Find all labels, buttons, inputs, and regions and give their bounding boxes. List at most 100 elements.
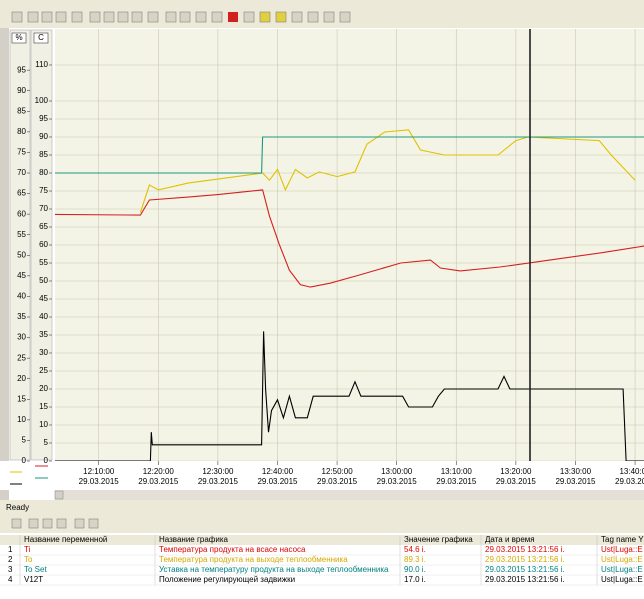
table-cell: Температура продукта на всасе насоса [159, 545, 306, 554]
column-header: Название переменной [24, 535, 107, 544]
y-tick-label: 10 [39, 420, 48, 429]
tool-button[interactable] [41, 11, 53, 23]
y2-tick-label: 35 [17, 312, 26, 321]
tool-button[interactable] [275, 11, 287, 23]
tool-button[interactable] [103, 11, 115, 23]
variable-name[interactable]: Ti [24, 545, 31, 554]
tool-button[interactable] [88, 518, 99, 529]
tool-button[interactable] [147, 11, 159, 23]
variable-name[interactable]: V12T [24, 575, 43, 584]
x-date-label: 29.03.2015 [138, 477, 179, 486]
tool-button[interactable] [179, 11, 191, 23]
tool-button[interactable] [243, 11, 255, 23]
tool-button[interactable] [55, 11, 67, 23]
tool-button[interactable] [74, 518, 85, 529]
y2-tick-label: 10 [17, 415, 26, 424]
tool-button[interactable] [11, 518, 22, 529]
tool-button[interactable] [228, 12, 238, 22]
axis-column [9, 29, 31, 461]
table-toolbar [0, 515, 644, 532]
y2-tick-label: 85 [17, 106, 26, 115]
y2-tick-label: 90 [17, 86, 26, 95]
y2-tick-label: 15 [17, 394, 26, 403]
y2-tick-label: 70 [17, 168, 26, 177]
x-date-label: 29.03.2015 [436, 477, 477, 486]
row-index: 3 [8, 565, 13, 574]
tool-button[interactable] [27, 11, 39, 23]
row-index: 4 [8, 575, 13, 584]
x-date-label: 29.03.2015 [377, 477, 418, 486]
table-cell: 17.0 i. [404, 575, 426, 584]
y-tick-label: 15 [39, 402, 48, 411]
axis-button[interactable] [33, 32, 49, 44]
tool-button[interactable] [291, 11, 303, 23]
y-tick-label: 40 [39, 312, 48, 321]
column-header: Название графика [159, 535, 229, 544]
y-tick-label: 65 [39, 222, 48, 231]
x-date-label: 29.03.2015 [317, 477, 358, 486]
tool-button[interactable] [28, 518, 39, 529]
tool-button[interactable] [339, 11, 351, 23]
tool-button[interactable] [131, 11, 143, 23]
y2-tick-label: 95 [17, 65, 26, 74]
x-tick-label: 12:20:00 [143, 467, 175, 476]
table-cell: 90.0 i. [404, 565, 426, 574]
axis-unit: C [38, 33, 44, 42]
scroll-button[interactable] [54, 490, 64, 500]
y-tick-label: 20 [39, 384, 48, 393]
y2-tick-label: 80 [17, 127, 26, 136]
y-tick-label: 5 [44, 438, 49, 447]
column-header: Tag name Y [601, 535, 644, 544]
y2-tick-label: 5 [22, 436, 27, 445]
status-text: Ready [6, 503, 29, 512]
x-tick-label: 13:30:00 [560, 467, 592, 476]
y-tick-label: 70 [39, 204, 48, 213]
x-tick-label: 13:10:00 [441, 467, 473, 476]
y2-tick-label: 65 [17, 189, 26, 198]
x-date-label: 29.03.2015 [79, 477, 120, 486]
tool-button[interactable] [117, 11, 129, 23]
axis-button[interactable] [11, 32, 27, 44]
tool-button[interactable] [211, 11, 223, 23]
tool-button[interactable] [89, 11, 101, 23]
table-cell: 29.03.2015 13:21:56 i. [485, 575, 565, 584]
y-tick-label: 0 [44, 456, 49, 465]
x-date-label: 29.03.2015 [615, 477, 644, 486]
axis-unit: % [15, 33, 22, 42]
tool-button[interactable] [71, 11, 83, 23]
tool-button[interactable] [307, 11, 319, 23]
tool-button[interactable] [259, 11, 271, 23]
table-cell: Уставка на температуру продукта на выход… [159, 565, 389, 574]
tool-button[interactable] [323, 11, 335, 23]
y2-tick-label: 40 [17, 292, 26, 301]
x-date-label: 29.03.2015 [257, 477, 298, 486]
tool-button[interactable] [11, 11, 23, 23]
y-tick-label: 90 [39, 132, 48, 141]
scrollbar[interactable] [55, 490, 644, 500]
series-line [55, 136, 644, 174]
y2-tick-label: 25 [17, 353, 26, 362]
table-cell: 54.6 i. [404, 545, 426, 554]
y-tick-label: 75 [39, 186, 48, 195]
x-tick-label: 13:00:00 [381, 467, 413, 476]
table-cell: Положение регулирующей задвижки [159, 575, 295, 584]
variable-name[interactable]: To Set [24, 565, 47, 574]
x-date-label: 29.03.2015 [555, 477, 596, 486]
x-date-label: 29.03.2015 [496, 477, 537, 486]
tool-button[interactable] [165, 11, 177, 23]
column-header: Дата и время [485, 535, 535, 544]
table-cell: Температура продукта на выходе теплообме… [159, 555, 348, 564]
tool-button[interactable] [56, 518, 67, 529]
y-tick-label: 35 [39, 330, 48, 339]
y2-tick-label: 50 [17, 250, 26, 259]
y2-tick-label: 60 [17, 209, 26, 218]
tool-button[interactable] [195, 11, 207, 23]
y-tick-label: 100 [35, 96, 49, 105]
x-tick-label: 13:20:00 [500, 467, 532, 476]
tool-button[interactable] [42, 518, 53, 529]
x-tick-label: 12:10:00 [83, 467, 115, 476]
toolbar-buttons [11, 11, 351, 23]
variable-name[interactable]: To [24, 555, 33, 564]
